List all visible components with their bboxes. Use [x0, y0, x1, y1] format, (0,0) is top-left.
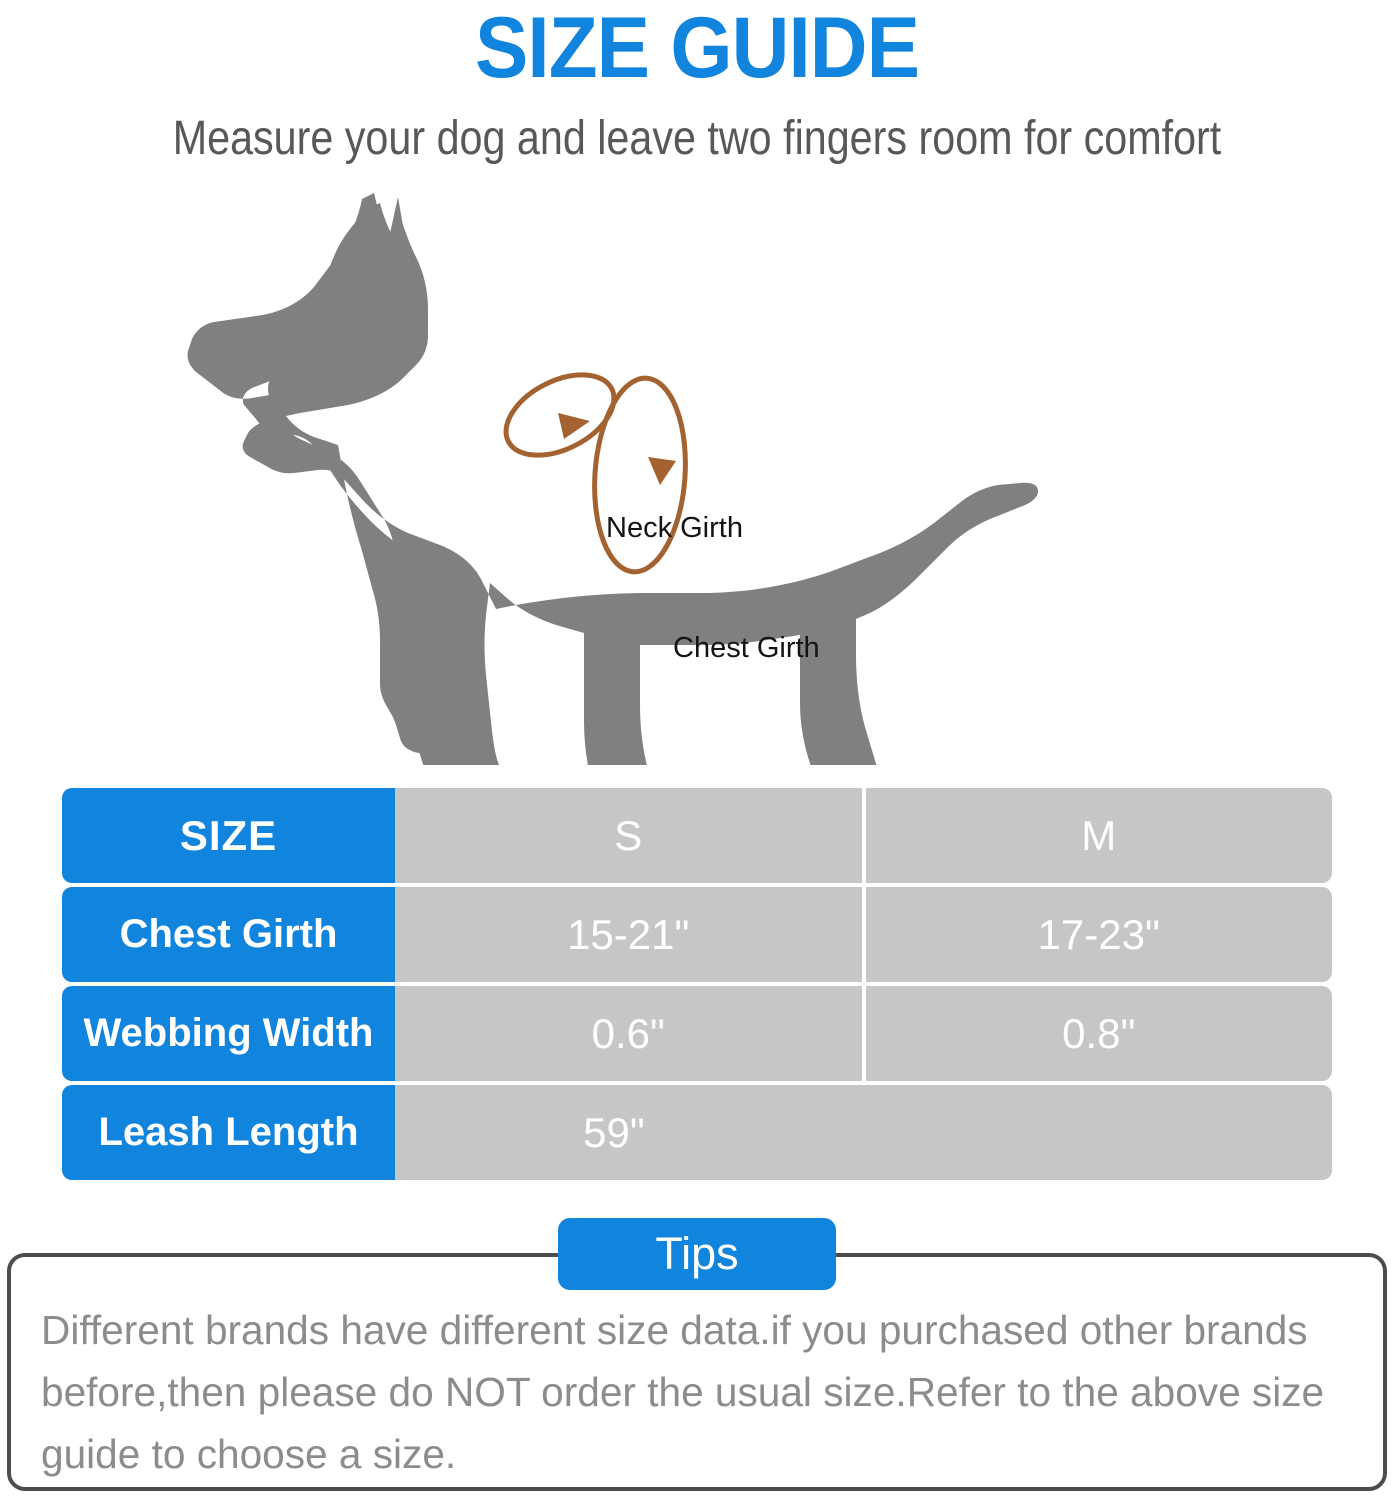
table-row: Leash Length 59" [62, 1085, 1332, 1180]
dog-silhouette-icon [187, 193, 1038, 765]
chest-girth-loop-icon [592, 375, 688, 575]
neck-girth-label: Neck Girth [606, 512, 743, 544]
cell-webbing-width-m: 0.8" [865, 986, 1332, 1081]
dog-measurement-illustration: Neck Girth Chest Girth [0, 185, 1394, 765]
row-values-chest-girth: 15-21" 17-23" [395, 887, 1332, 982]
table-row: Chest Girth 15-21" 17-23" [62, 887, 1332, 982]
row-values-leash-length: 59" [395, 1085, 1332, 1180]
header: SIZE GUIDE Measure your dog and leave tw… [0, 0, 1394, 166]
tips-section: Different brands have different size dat… [7, 1218, 1387, 1491]
page-subtitle: Measure your dog and leave two fingers r… [172, 112, 1222, 165]
table-header-row: SIZE S M [62, 788, 1332, 883]
tips-tab-label: Tips [558, 1218, 836, 1290]
column-header-m: M [865, 788, 1332, 883]
row-label-webbing-width: Webbing Width [62, 986, 395, 1081]
row-label-leash-length: Leash Length [62, 1085, 395, 1180]
tips-body-text: Different brands have different size dat… [41, 1307, 1325, 1477]
column-header-s: S [395, 788, 862, 883]
neck-girth-arrowhead-icon [558, 413, 590, 439]
cell-chest-girth-s: 15-21" [395, 887, 862, 982]
chest-girth-arrowhead-icon [648, 457, 676, 485]
table-header-values: S M [395, 788, 1332, 883]
row-values-webbing-width: 0.6" 0.8" [395, 986, 1332, 1081]
page-title: SIZE GUIDE [475, 0, 920, 96]
size-table: SIZE S M Chest Girth 15-21" 17-23" Webbi… [62, 788, 1332, 1180]
cell-chest-girth-m: 17-23" [865, 887, 1332, 982]
neck-girth-loop-icon [503, 372, 617, 458]
row-label-chest-girth: Chest Girth [62, 887, 395, 982]
chest-girth-label: Chest Girth [673, 632, 820, 664]
cell-leash-length-all: 59" [395, 1085, 1332, 1180]
table-row: Webbing Width 0.6" 0.8" [62, 986, 1332, 1081]
table-header-label: SIZE [62, 788, 395, 883]
cell-webbing-width-s: 0.6" [395, 986, 862, 1081]
cell-leash-length-value: 59" [583, 1108, 645, 1156]
tips-box: Different brands have different size dat… [7, 1253, 1387, 1491]
